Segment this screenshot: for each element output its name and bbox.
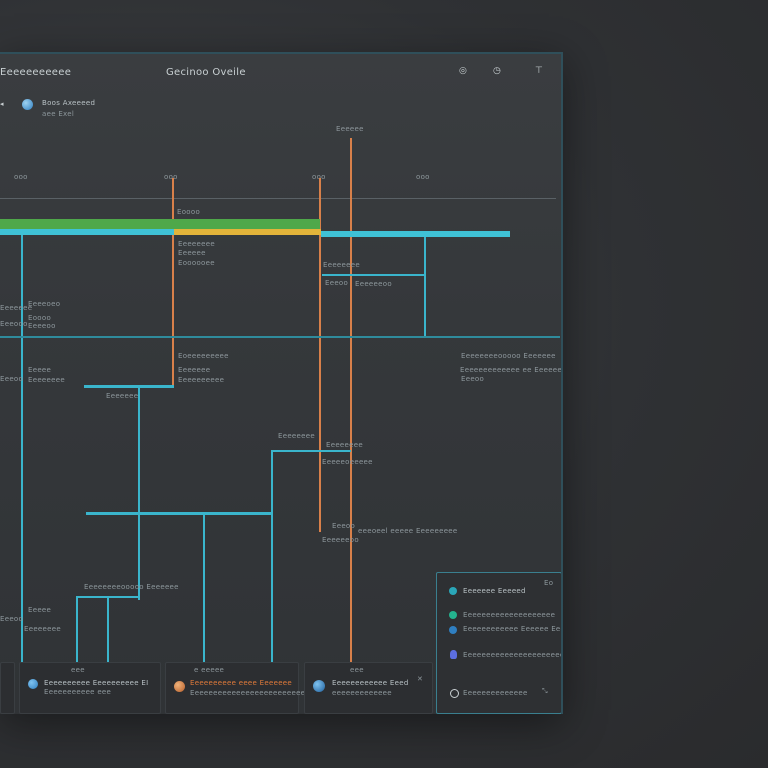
user-name: Boos Axeeeed: [42, 99, 96, 107]
connector: [76, 596, 78, 662]
circle-icon[interactable]: ◎: [459, 66, 467, 76]
back-arrow-icon[interactable]: ◂: [0, 100, 4, 108]
task-label: Eeeeoeo: [28, 300, 61, 308]
card[interactable]: eee Eeeeeeeeee Eeeeeeeeee EI Eeeeeeeeeee…: [19, 662, 161, 714]
task-label: Eoooooee: [178, 259, 215, 267]
task-label: Eeeoo: [0, 375, 24, 383]
window-title: Gecinoo Oveile: [166, 67, 246, 78]
task-label: Eeeeeeoo: [355, 280, 392, 288]
legend-panel: Eo Eeeeeee Eeeeed Eeeeeeeeeeeeeeeeeeee E…: [436, 572, 561, 714]
avatar-icon: [174, 681, 185, 692]
info-icon[interactable]: ◷: [493, 66, 501, 76]
connector: [138, 385, 140, 600]
task-label: Eeeeeeeeooooo Eeeeeee: [461, 352, 556, 360]
task-label: Eoeeeeeeeee: [178, 352, 229, 360]
task-label: Eeeeeeeeooooo Eeeeeee: [84, 583, 179, 591]
task-label: Eeeoo: [461, 375, 485, 383]
leaf-icon: [449, 611, 457, 619]
task-label: Eeeeeeee: [28, 376, 65, 384]
marker-label: Eeeeee: [336, 125, 364, 133]
app-name: Eeeeeeeeeee: [0, 67, 72, 78]
connector: [271, 450, 273, 662]
card-title: Eeeeeeeeee Eeeeeeeeee EI: [44, 679, 149, 687]
task-label: Eeeeeeee: [278, 432, 315, 440]
task-label: Eeeeeeee: [178, 240, 215, 248]
task-label: Eeeee: [28, 366, 52, 374]
card-sub: Eeeeeeeeeee eee: [44, 688, 112, 696]
shield-icon: [449, 626, 457, 634]
milestone-marker[interactable]: [172, 178, 174, 388]
legend-item: Eeeeeeeeeeeeeeeeeeeeeeeeee: [463, 651, 561, 659]
task-label: Eeeeeeeeeeeee ee Eeeeee: [460, 366, 563, 374]
bar-yellow[interactable]: [174, 229, 321, 235]
bar-cyan[interactable]: [0, 229, 174, 235]
task-label: Eeeeoo: [28, 322, 56, 330]
globe-icon: [449, 587, 457, 595]
task-label: Eeeoo: [325, 279, 349, 287]
task-label: Eeeeeeee: [24, 625, 61, 633]
connector: [271, 450, 351, 452]
main-panel: Eeeeeeeeeee Gecinoo Oveile ◎ ◷ ⊤ ◂ Boos …: [0, 52, 563, 714]
milestone-marker[interactable]: [319, 178, 321, 532]
legend-item: Eeeeeee Eeeeed: [463, 587, 526, 595]
task-label: Eeeee: [28, 606, 52, 614]
task-label: Eeeoo: [332, 522, 356, 530]
axis-line: [0, 198, 556, 199]
task-label: eeeoeel eeeee Eeeeeeeee: [358, 527, 458, 535]
card-sub: Eeeeeeeeeeeeeeeeeeeeeeeeeee: [190, 689, 315, 697]
today-marker[interactable]: [350, 138, 352, 714]
axis-label: ooo: [416, 173, 430, 181]
task-label: Eeeooo: [0, 320, 28, 328]
task-label: Eeeeeee: [0, 304, 33, 312]
task-label: Eeeeeeeeee: [178, 376, 225, 384]
card-sub: eeeeeeeeeeeee: [332, 689, 392, 697]
connector: [322, 274, 426, 276]
connector: [107, 596, 109, 662]
task-label: Eeeeeee: [178, 366, 211, 374]
task-label: Eeeeeee: [106, 392, 139, 400]
pin-icon[interactable]: ⊤: [535, 66, 543, 76]
legend-item: Eeeeeeeeeeee Eeeeee Eeeee: [463, 625, 561, 633]
connector: [21, 235, 23, 662]
globe-icon: [313, 680, 325, 692]
task-label: Eeeeee: [178, 249, 206, 257]
divider: [0, 336, 560, 338]
globe-icon: [28, 679, 38, 689]
task-label: Eeeeeeoo: [322, 536, 359, 544]
task-label: Eeeoo: [0, 615, 24, 623]
card-title: Eeeeeeeeee eeee Eeeeeee: [190, 679, 293, 687]
card-tag: e eeeee: [194, 666, 225, 674]
avatar[interactable]: [22, 99, 33, 110]
task-label: Eeeeeoeeeee: [322, 458, 373, 466]
task-label: Eeeeeeee: [326, 441, 363, 449]
bulb-icon: [450, 650, 457, 659]
connector: [203, 512, 205, 662]
card-partial[interactable]: [0, 662, 15, 714]
legend-corner: Eo: [544, 579, 554, 587]
close-icon[interactable]: ✕: [417, 675, 424, 683]
axis-label: ooo: [14, 173, 28, 181]
axis-label: ooo: [312, 173, 326, 181]
card-title: Eeeeeeeeeeee Eeed: [332, 679, 409, 687]
card-tag: eee: [350, 666, 364, 674]
task-label: Eoooo: [177, 208, 201, 216]
shield-icon: [450, 689, 459, 698]
legend-item: Eeeeeeeeeeeeeeeeeeee: [463, 611, 556, 619]
legend-item: Eeeeeeeeeeeeee: [463, 689, 528, 697]
connector: [424, 237, 426, 337]
card-tag: eee: [71, 666, 85, 674]
user-sub: aee Exel: [42, 110, 75, 118]
task-label: Eeeeeeee: [323, 261, 360, 269]
axis-label: ooo: [164, 173, 178, 181]
bar-green[interactable]: [0, 219, 320, 229]
card[interactable]: e eeeee Eeeeeeeeee eeee Eeeeeee Eeeeeeee…: [165, 662, 314, 714]
task-label: Eoooo: [28, 314, 52, 322]
connector: [84, 385, 174, 388]
expand-icon[interactable]: ⤡: [542, 687, 548, 695]
connector: [86, 512, 272, 515]
card[interactable]: eee Eeeeeeeeeeee Eeed eeeeeeeeeeeee ✕: [304, 662, 433, 714]
bar-cyan-long[interactable]: [321, 231, 510, 237]
